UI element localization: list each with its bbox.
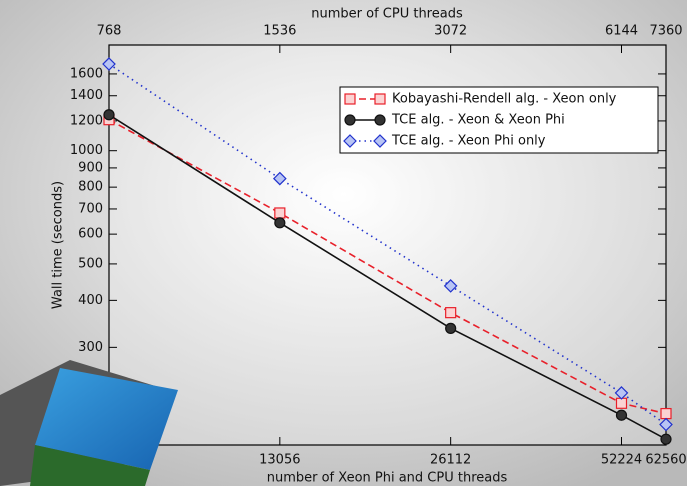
marker: [275, 218, 285, 228]
y-tick-label: 400: [78, 293, 103, 308]
x2-tick-label: 52224: [601, 453, 642, 468]
x-tick-label: 1536: [263, 24, 296, 39]
marker: [446, 323, 456, 333]
legend-label: TCE alg. - Xeon & Xeon Phi: [391, 113, 565, 128]
legend-label: TCE alg. - Xeon Phi only: [391, 134, 546, 149]
marker: [375, 115, 385, 125]
marker: [446, 308, 456, 318]
legend: Kobayashi-Rendell alg. - Xeon only TCE al…: [340, 87, 658, 153]
marker: [345, 115, 355, 125]
x-axis-title: number of CPU threads: [311, 7, 463, 22]
x2-tick-label: 62560: [645, 453, 686, 468]
x-tick-label: 7360: [649, 24, 682, 39]
marker: [375, 94, 385, 104]
x2-axis-title: number of Xeon Phi and CPU threads: [267, 471, 508, 486]
y-tick-label: 300: [78, 340, 103, 355]
y-tick-label: 800: [78, 180, 103, 195]
marker: [616, 410, 626, 420]
chart: number of CPU threads number of Xeon Phi…: [0, 0, 687, 486]
y-tick-label: 500: [78, 256, 103, 271]
y-tick-label: 1600: [70, 66, 103, 81]
x2-tick-label: 26112: [430, 453, 471, 468]
marker: [616, 398, 626, 408]
marker: [104, 110, 114, 120]
x2-tick-label: 13056: [259, 453, 300, 468]
y-tick-label: 700: [78, 201, 103, 216]
y-tick-label: 600: [78, 227, 103, 242]
page: number of CPU threads number of Xeon Phi…: [0, 0, 687, 486]
marker: [345, 94, 355, 104]
y-axis-title: Wall time (seconds): [51, 181, 66, 309]
y-tick-label: 900: [78, 160, 103, 175]
y-tick-label: 1000: [70, 143, 103, 158]
y-tick-label: 1200: [70, 113, 103, 128]
x-tick-label: 3072: [434, 24, 467, 39]
x-tick-label: 768: [97, 24, 122, 39]
x-tick-label: 6144: [605, 24, 638, 39]
y-tick-label: 1400: [70, 88, 103, 103]
marker: [275, 208, 285, 218]
marker: [661, 409, 671, 419]
legend-label: Kobayashi-Rendell alg. - Xeon only: [392, 92, 617, 107]
marker: [661, 434, 671, 444]
